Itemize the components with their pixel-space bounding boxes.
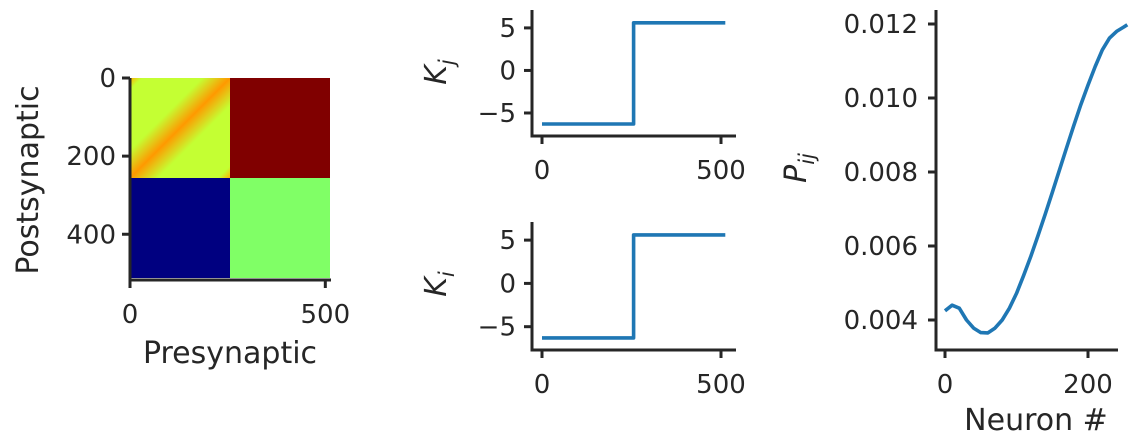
- pij-x-label: Neuron #: [964, 403, 1108, 438]
- pij-y-tick-label: 0.008: [844, 158, 918, 188]
- pij-x-tick-label: 0: [937, 370, 954, 400]
- pij-y-tick-label: 0.012: [844, 10, 918, 40]
- heatmap-block-bottom-left: [130, 178, 230, 278]
- heatmap-y-label: Postsynaptic: [11, 85, 46, 274]
- ki-x-tick-label: 0: [534, 370, 551, 400]
- heatmap-block-top-left: [130, 78, 230, 178]
- heatmap-x-label: Presynaptic: [143, 336, 317, 371]
- kj-x-tick-label: 500: [696, 156, 746, 186]
- ki-y-tick-label: −5: [478, 313, 516, 343]
- heatmap-y-tick-label: 400: [66, 220, 116, 250]
- heatmap-y-tick-label: 200: [66, 142, 116, 172]
- pij-series-line: [943, 23, 1129, 335]
- kj-panel: 0 500 −5 0 5 Kj: [419, 10, 746, 186]
- heatmap-y-tick-label: 0: [99, 64, 116, 94]
- ki-y-tick-label: 0: [499, 269, 516, 299]
- pij-x-tick-label: 200: [1063, 370, 1113, 400]
- pij-y-label: Pij: [779, 153, 819, 183]
- pij-y-tick-label: 0.006: [844, 232, 918, 262]
- ki-y-label: Ki: [419, 271, 459, 297]
- heatmap-x-tick-label: 0: [122, 300, 139, 330]
- heatmap-block-bottom-right: [230, 178, 330, 278]
- pij-y-tick-label: 0.004: [844, 306, 918, 336]
- kj-series-line: [542, 20, 726, 126]
- kj-y-tick-label: 5: [499, 14, 516, 44]
- kj-y-label: Kj: [419, 59, 459, 85]
- kj-y-tick-label: −5: [478, 99, 516, 129]
- ki-series-line: [542, 233, 726, 340]
- pij-y-tick-label: 0.010: [844, 84, 918, 114]
- kj-x-tick-label: 0: [534, 156, 551, 186]
- ki-x-tick-label: 500: [696, 370, 746, 400]
- ki-panel: 0 500 −5 0 5 Ki: [419, 222, 746, 400]
- heatmap-panel: 0 500 0 200 400 Presynaptic Postsynaptic: [11, 64, 350, 371]
- kj-y-tick-label: 0: [499, 56, 516, 86]
- pij-panel: 0 200 0.004 0.006 0.008 0.010 0.012 Neuron # P…: [779, 10, 1129, 438]
- heatmap-block-top-right: [230, 78, 330, 178]
- ki-y-tick-label: 5: [499, 226, 516, 256]
- heatmap-x-tick-label: 500: [300, 300, 350, 330]
